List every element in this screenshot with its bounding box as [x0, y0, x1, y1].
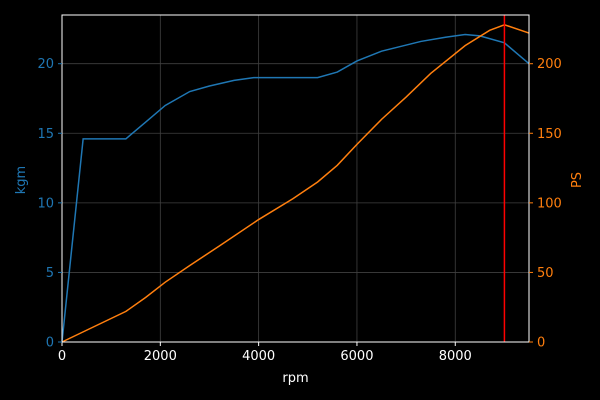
series-line-right: [61, 23, 530, 343]
x-axis-label: rpm: [282, 371, 308, 386]
right-y-tick-label: 200: [537, 57, 562, 72]
plot-frame: [61, 14, 530, 343]
x-tick-label: 2000: [144, 349, 177, 364]
right-y-axis-label: PS: [570, 172, 585, 188]
left-y-tick-label: 10: [37, 196, 54, 211]
grid: [61, 15, 529, 343]
series-line-left: [61, 33, 530, 343]
left-y-tick-label: 0: [46, 336, 54, 351]
x-tick-label: 6000: [340, 349, 373, 364]
left-y-tick-label: 15: [37, 127, 54, 142]
left-y-axis-label: kgm: [14, 166, 29, 194]
right-y-tick-label: 100: [537, 196, 562, 211]
x-tick-label: 0: [58, 349, 66, 364]
right-y-tick-label: 0: [537, 336, 545, 351]
right-y-tick-label: 50: [537, 266, 554, 281]
plot-lines: [61, 15, 530, 343]
plot-spines: [61, 14, 530, 343]
x-tick-label: 8000: [439, 349, 472, 364]
left-y-tick-label: 5: [46, 266, 54, 281]
x-tick-label: 4000: [242, 349, 275, 364]
right-y-tick-label: 150: [537, 127, 562, 142]
left-y-tick-label: 20: [37, 57, 54, 72]
